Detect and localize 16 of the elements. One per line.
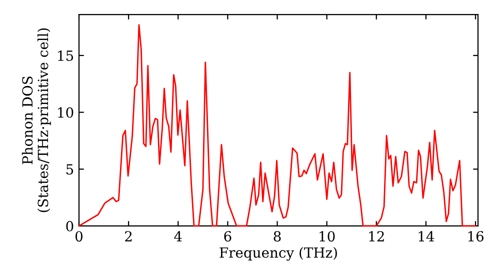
x-tick-label: 8 — [274, 231, 281, 242]
x-tick-label: 4 — [174, 231, 182, 242]
line-series — [78, 24, 476, 227]
x-tick-label: 14 — [418, 231, 434, 242]
x-tick-label: 0 — [75, 231, 82, 242]
x-tick-label: 10 — [320, 231, 335, 242]
x-tick-label: 6 — [224, 231, 232, 242]
x-tick-label: 12 — [369, 231, 384, 242]
x-axis-title: Frequency (THz) — [220, 247, 337, 261]
y-tick-label: 0 — [66, 220, 74, 232]
y-tick-label: 15 — [58, 50, 74, 61]
x-tick-label: 2 — [125, 231, 132, 242]
y-tick-label: 5 — [66, 164, 74, 175]
y-axis-title: Phonon DOS (States/THz·primitive cell) — [22, 28, 51, 212]
y-tick-label: 10 — [58, 107, 74, 118]
x-tick-label: 16 — [468, 231, 484, 242]
